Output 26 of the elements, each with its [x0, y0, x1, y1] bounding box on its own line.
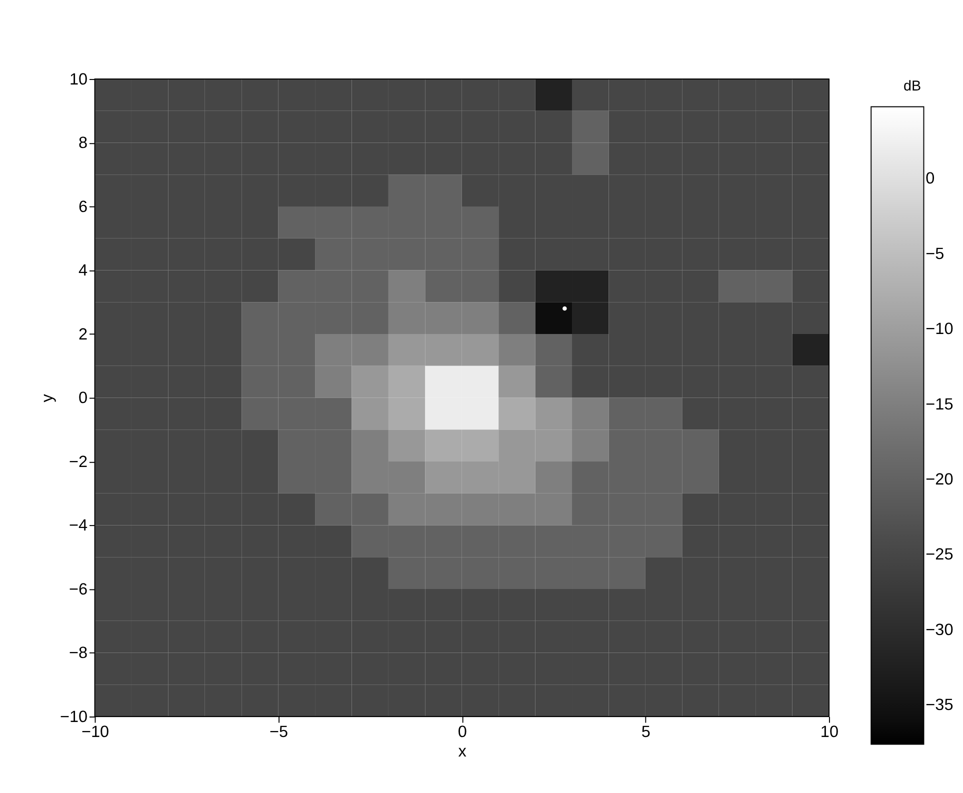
color-bar-label: −35 — [926, 696, 954, 714]
y-tick-label: −10 — [60, 708, 88, 726]
color-bar-label: −30 — [926, 620, 954, 639]
color-bar-title: dB — [903, 78, 922, 94]
color-bar-label: −5 — [926, 244, 944, 263]
y-axis-title: y — [38, 393, 56, 402]
x-tick-label: 10 — [820, 723, 839, 742]
y-tick-label: −4 — [69, 516, 88, 535]
y-tick-label: −8 — [69, 644, 88, 662]
y-tick-label: 6 — [78, 198, 88, 216]
y-tick-label: 8 — [78, 134, 88, 152]
color-bar-label: −15 — [926, 395, 954, 414]
y-tick-label: −6 — [69, 580, 88, 598]
x-tick-label: 5 — [641, 723, 650, 742]
color-bar-label: −20 — [926, 470, 954, 488]
x-tick-label: −5 — [270, 723, 288, 742]
y-tick-label: 0 — [78, 389, 88, 408]
x-tick-label: 0 — [458, 723, 467, 742]
y-tick-label: 2 — [78, 325, 88, 344]
y-tick-label: −2 — [69, 452, 88, 471]
color-bar-label: −25 — [926, 546, 954, 564]
color-bar-label: 0 — [926, 170, 935, 188]
color-bar-label: −10 — [926, 320, 954, 338]
y-tick-label: 4 — [78, 262, 88, 280]
x-axis-title: x — [458, 742, 466, 760]
y-tick-label: 10 — [69, 70, 88, 88]
